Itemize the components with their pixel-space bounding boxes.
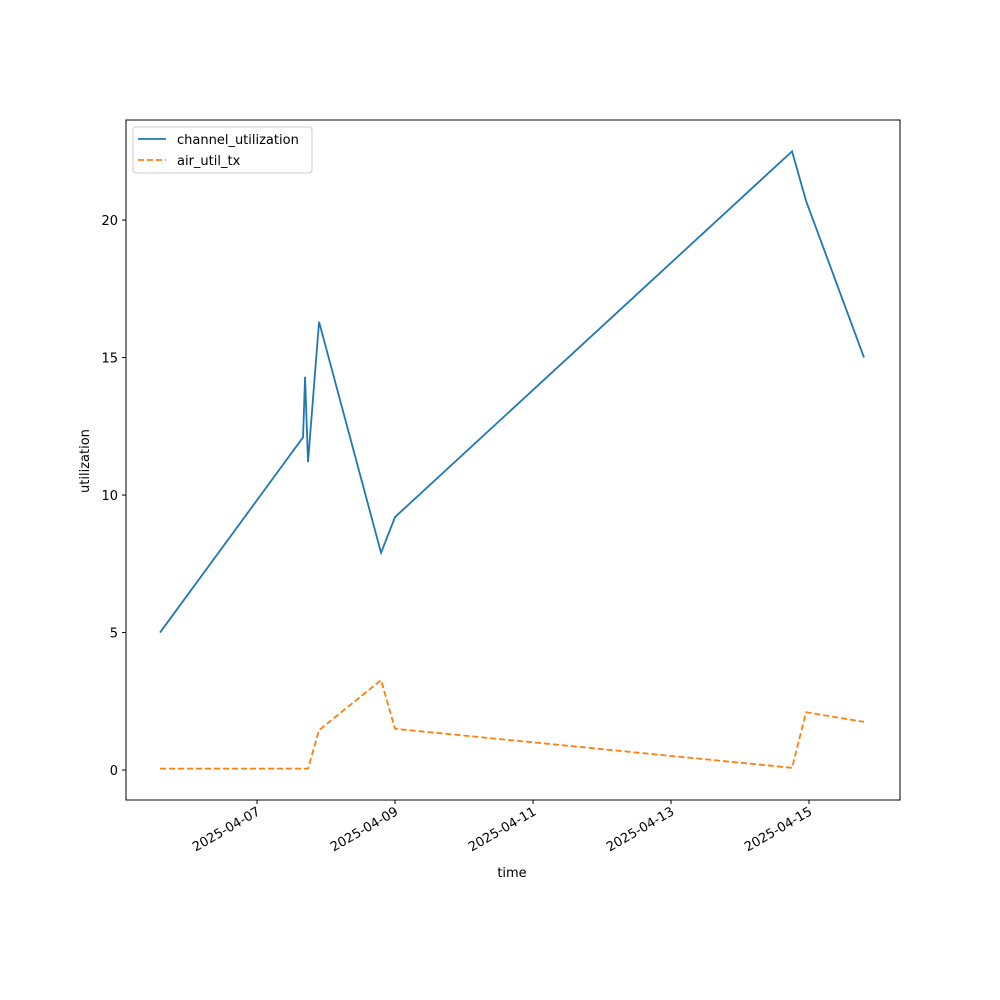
y-tick-label: 0 bbox=[110, 764, 118, 779]
legend-label: channel_utilization bbox=[177, 133, 299, 148]
y-tick-label: 10 bbox=[101, 489, 118, 504]
y-tick-label: 20 bbox=[101, 214, 118, 229]
x-axis-label: time bbox=[497, 866, 526, 881]
legend-box bbox=[132, 126, 313, 174]
y-tick-label: 15 bbox=[101, 352, 118, 367]
plot-frame bbox=[125, 119, 901, 801]
y-axis-label: utilization bbox=[78, 429, 93, 493]
y-tick-label: 5 bbox=[110, 627, 118, 642]
series-line bbox=[159, 149, 865, 634]
legend-label: air_util_tx bbox=[177, 154, 241, 169]
series-line bbox=[160, 678, 865, 770]
